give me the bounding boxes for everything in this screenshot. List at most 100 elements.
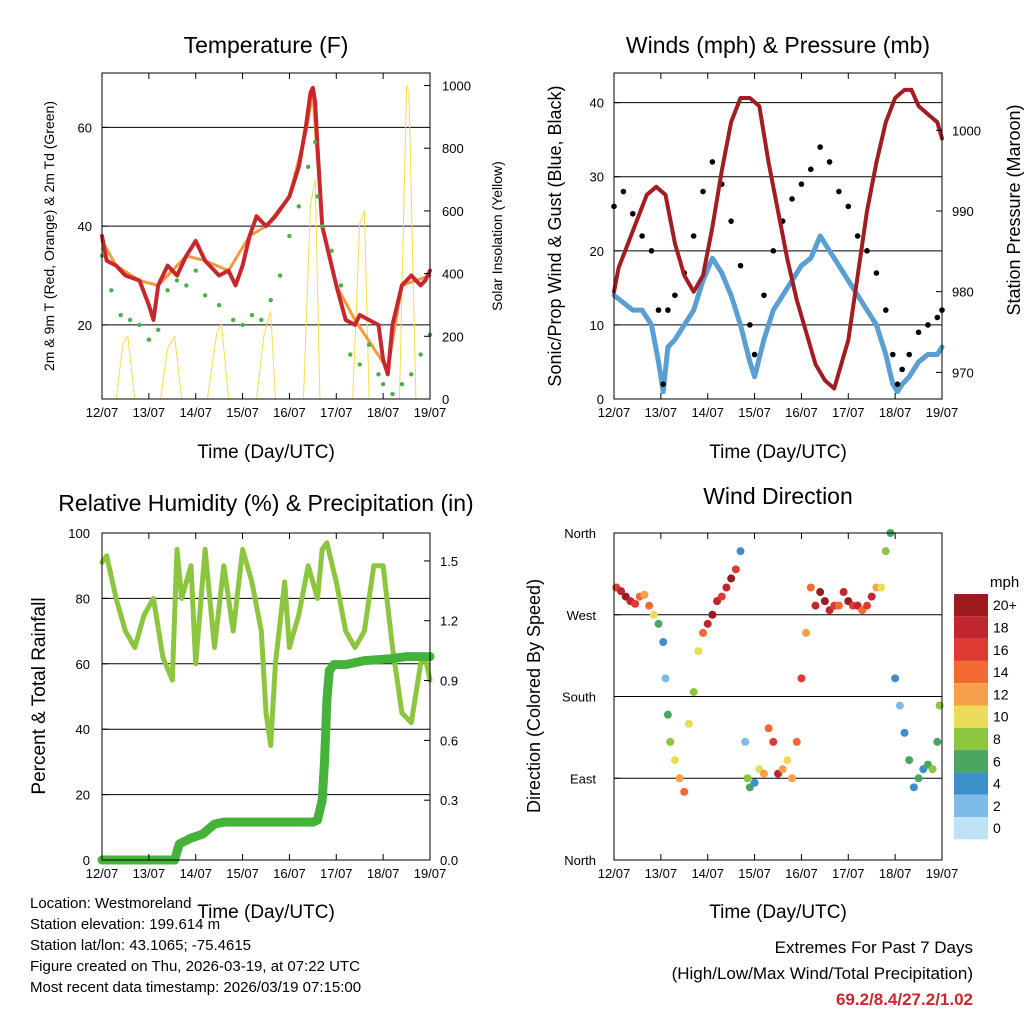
y-tick-label: 10	[590, 318, 604, 333]
x-tick-label: 14/07	[691, 405, 724, 420]
x-tick-label: 14/07	[179, 866, 212, 881]
y2-tick-label: 0.6	[440, 733, 458, 748]
humidity-xlabel: Time (Day/UTC)	[197, 902, 335, 923]
direction-point	[900, 728, 909, 737]
gust-point	[925, 322, 931, 328]
y2-tick-label: 0	[442, 392, 449, 407]
gust-point	[672, 292, 678, 299]
direction-point	[708, 610, 717, 619]
direction-point	[891, 674, 900, 683]
y-tick-label: 40	[76, 722, 90, 737]
x-tick-label: 12/07	[86, 405, 119, 420]
direction-point	[703, 619, 712, 628]
dewpoint-point	[259, 317, 264, 323]
y-tick-label: 0	[597, 392, 604, 407]
dewpoint-point	[399, 381, 405, 387]
legend-label: 6	[993, 753, 1001, 769]
gust-point	[873, 270, 880, 276]
figure-created: Figure created on Thu, 2026-03-19, at 07…	[30, 958, 360, 975]
gust-point	[789, 196, 795, 202]
x-tick-label: 16/07	[273, 866, 306, 881]
x-tick-label: 17/07	[320, 405, 353, 420]
dewpoint-point	[357, 362, 362, 367]
dewpoint-point	[109, 288, 114, 293]
y-tick-label: South	[562, 690, 596, 705]
y2-tick-label: 1000	[952, 123, 981, 138]
direction-point	[741, 737, 750, 746]
winds-ylabel-right: Station Pressure (Maroon)	[1004, 104, 1024, 315]
gust-point	[798, 181, 805, 187]
winds-panel: Winds (mph) & Pressure (mb) 0 10 20 30 40 970…	[545, 32, 1024, 463]
x-tick-label: 16/07	[273, 405, 306, 420]
dewpoint-point	[418, 352, 423, 357]
legend-swatch	[954, 594, 988, 617]
direction-point	[788, 774, 797, 783]
direction-panel: Wind Direction NorthEastSouthWestNorth12…	[524, 483, 958, 923]
x-tick-label: 19/07	[414, 866, 447, 881]
temperature-plot-frame	[101, 72, 431, 400]
y2-tick-label: 0.9	[440, 674, 458, 689]
extremes-heading: Extremes For Past 7 Days	[774, 938, 973, 957]
y-tick-label: 20	[590, 244, 604, 259]
gust-point	[648, 248, 655, 254]
direction-point	[731, 565, 740, 574]
y2-tick-label: 0.3	[440, 793, 458, 808]
direction-point	[764, 724, 773, 733]
x-tick-label: 19/07	[926, 405, 959, 420]
gust-point	[690, 233, 697, 239]
x-tick-label: 13/07	[645, 405, 678, 420]
extremes-box: Extremes For Past 7 Days (High/Low/Max W…	[672, 935, 973, 1013]
y-tick-label: 40	[590, 96, 604, 111]
temperature-series	[99, 85, 433, 400]
direction-point	[675, 774, 684, 783]
dewpoint-point	[202, 293, 208, 298]
temperature-ylabel-left: 2m & 9m T (Red, Orange) & 2m Td (Green)	[41, 101, 57, 371]
direction-point	[649, 610, 658, 619]
dewpoint-point	[348, 352, 353, 357]
y2-tick-label: 980	[952, 285, 974, 300]
dewpoint-point	[338, 283, 344, 288]
direction-point	[717, 592, 726, 601]
x-tick-label: 15/07	[738, 405, 771, 420]
station-info: Location: Westmoreland Station elevation…	[30, 893, 361, 998]
direction-point	[722, 583, 731, 592]
gust-point	[906, 351, 912, 358]
legend-swatch	[954, 750, 988, 773]
x-tick-label: 14/07	[691, 866, 724, 881]
direction-point	[816, 588, 825, 597]
direction-point	[914, 774, 923, 783]
dewpoint-point	[313, 139, 318, 145]
gust-point	[915, 329, 922, 336]
dewpoint-point	[376, 372, 381, 377]
legend-swatch	[954, 727, 988, 751]
direction-point	[839, 588, 848, 597]
gust-point	[700, 188, 706, 195]
direction-point	[640, 590, 649, 599]
y2-tick-label: 990	[952, 204, 974, 219]
direction-point	[663, 710, 672, 719]
y-tick-label: 60	[76, 657, 90, 672]
direction-point	[659, 638, 668, 646]
legend-swatch	[954, 638, 988, 661]
y2-tick-label: 1000	[442, 79, 471, 94]
x-tick-label: 15/07	[738, 866, 771, 881]
legend-label: 2	[993, 798, 1001, 814]
dewpoint-point	[249, 312, 255, 318]
y2-tick-label: 400	[442, 267, 464, 282]
y-tick-label: 30	[590, 170, 604, 185]
direction-point	[797, 674, 806, 683]
gust-point	[826, 159, 833, 165]
y-tick-label: 20	[76, 788, 90, 803]
gust-point	[751, 351, 758, 358]
legend-label: 0	[993, 820, 1001, 836]
direction-point	[654, 619, 663, 628]
direction-point	[877, 583, 886, 592]
dewpoint-point	[156, 327, 161, 333]
total-precipitation-line	[97, 652, 435, 865]
dewpoint-point	[296, 204, 301, 209]
direction-point	[867, 592, 876, 601]
x-tick-label: 13/07	[133, 866, 166, 881]
gust-point	[709, 159, 716, 165]
gust-point	[817, 144, 823, 150]
dewpoint-point	[193, 268, 198, 273]
